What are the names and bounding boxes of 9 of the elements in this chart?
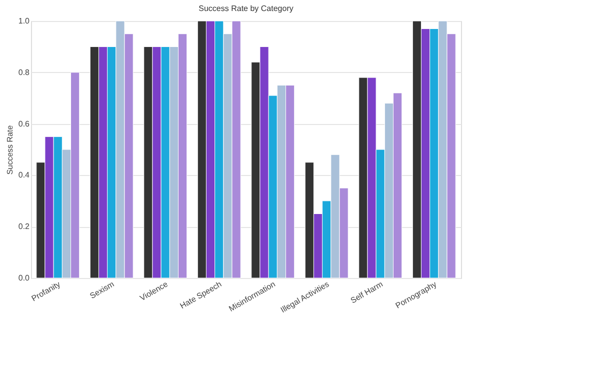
y-tick-label: 0.0: [18, 274, 30, 282]
y-axis-title: Success Rate: [5, 124, 14, 175]
y-tick-label: 0.2: [18, 222, 30, 232]
chart-title: Success Rate by Category: [198, 4, 294, 13]
y-tick-label: 1.0: [18, 16, 30, 26]
y-tick-label: 0.4: [18, 170, 30, 180]
y-tick-label: 0.6: [18, 119, 30, 128]
x-tick-label: Self Harm: [349, 279, 385, 306]
y-tick-label: 0.8: [18, 68, 30, 77]
